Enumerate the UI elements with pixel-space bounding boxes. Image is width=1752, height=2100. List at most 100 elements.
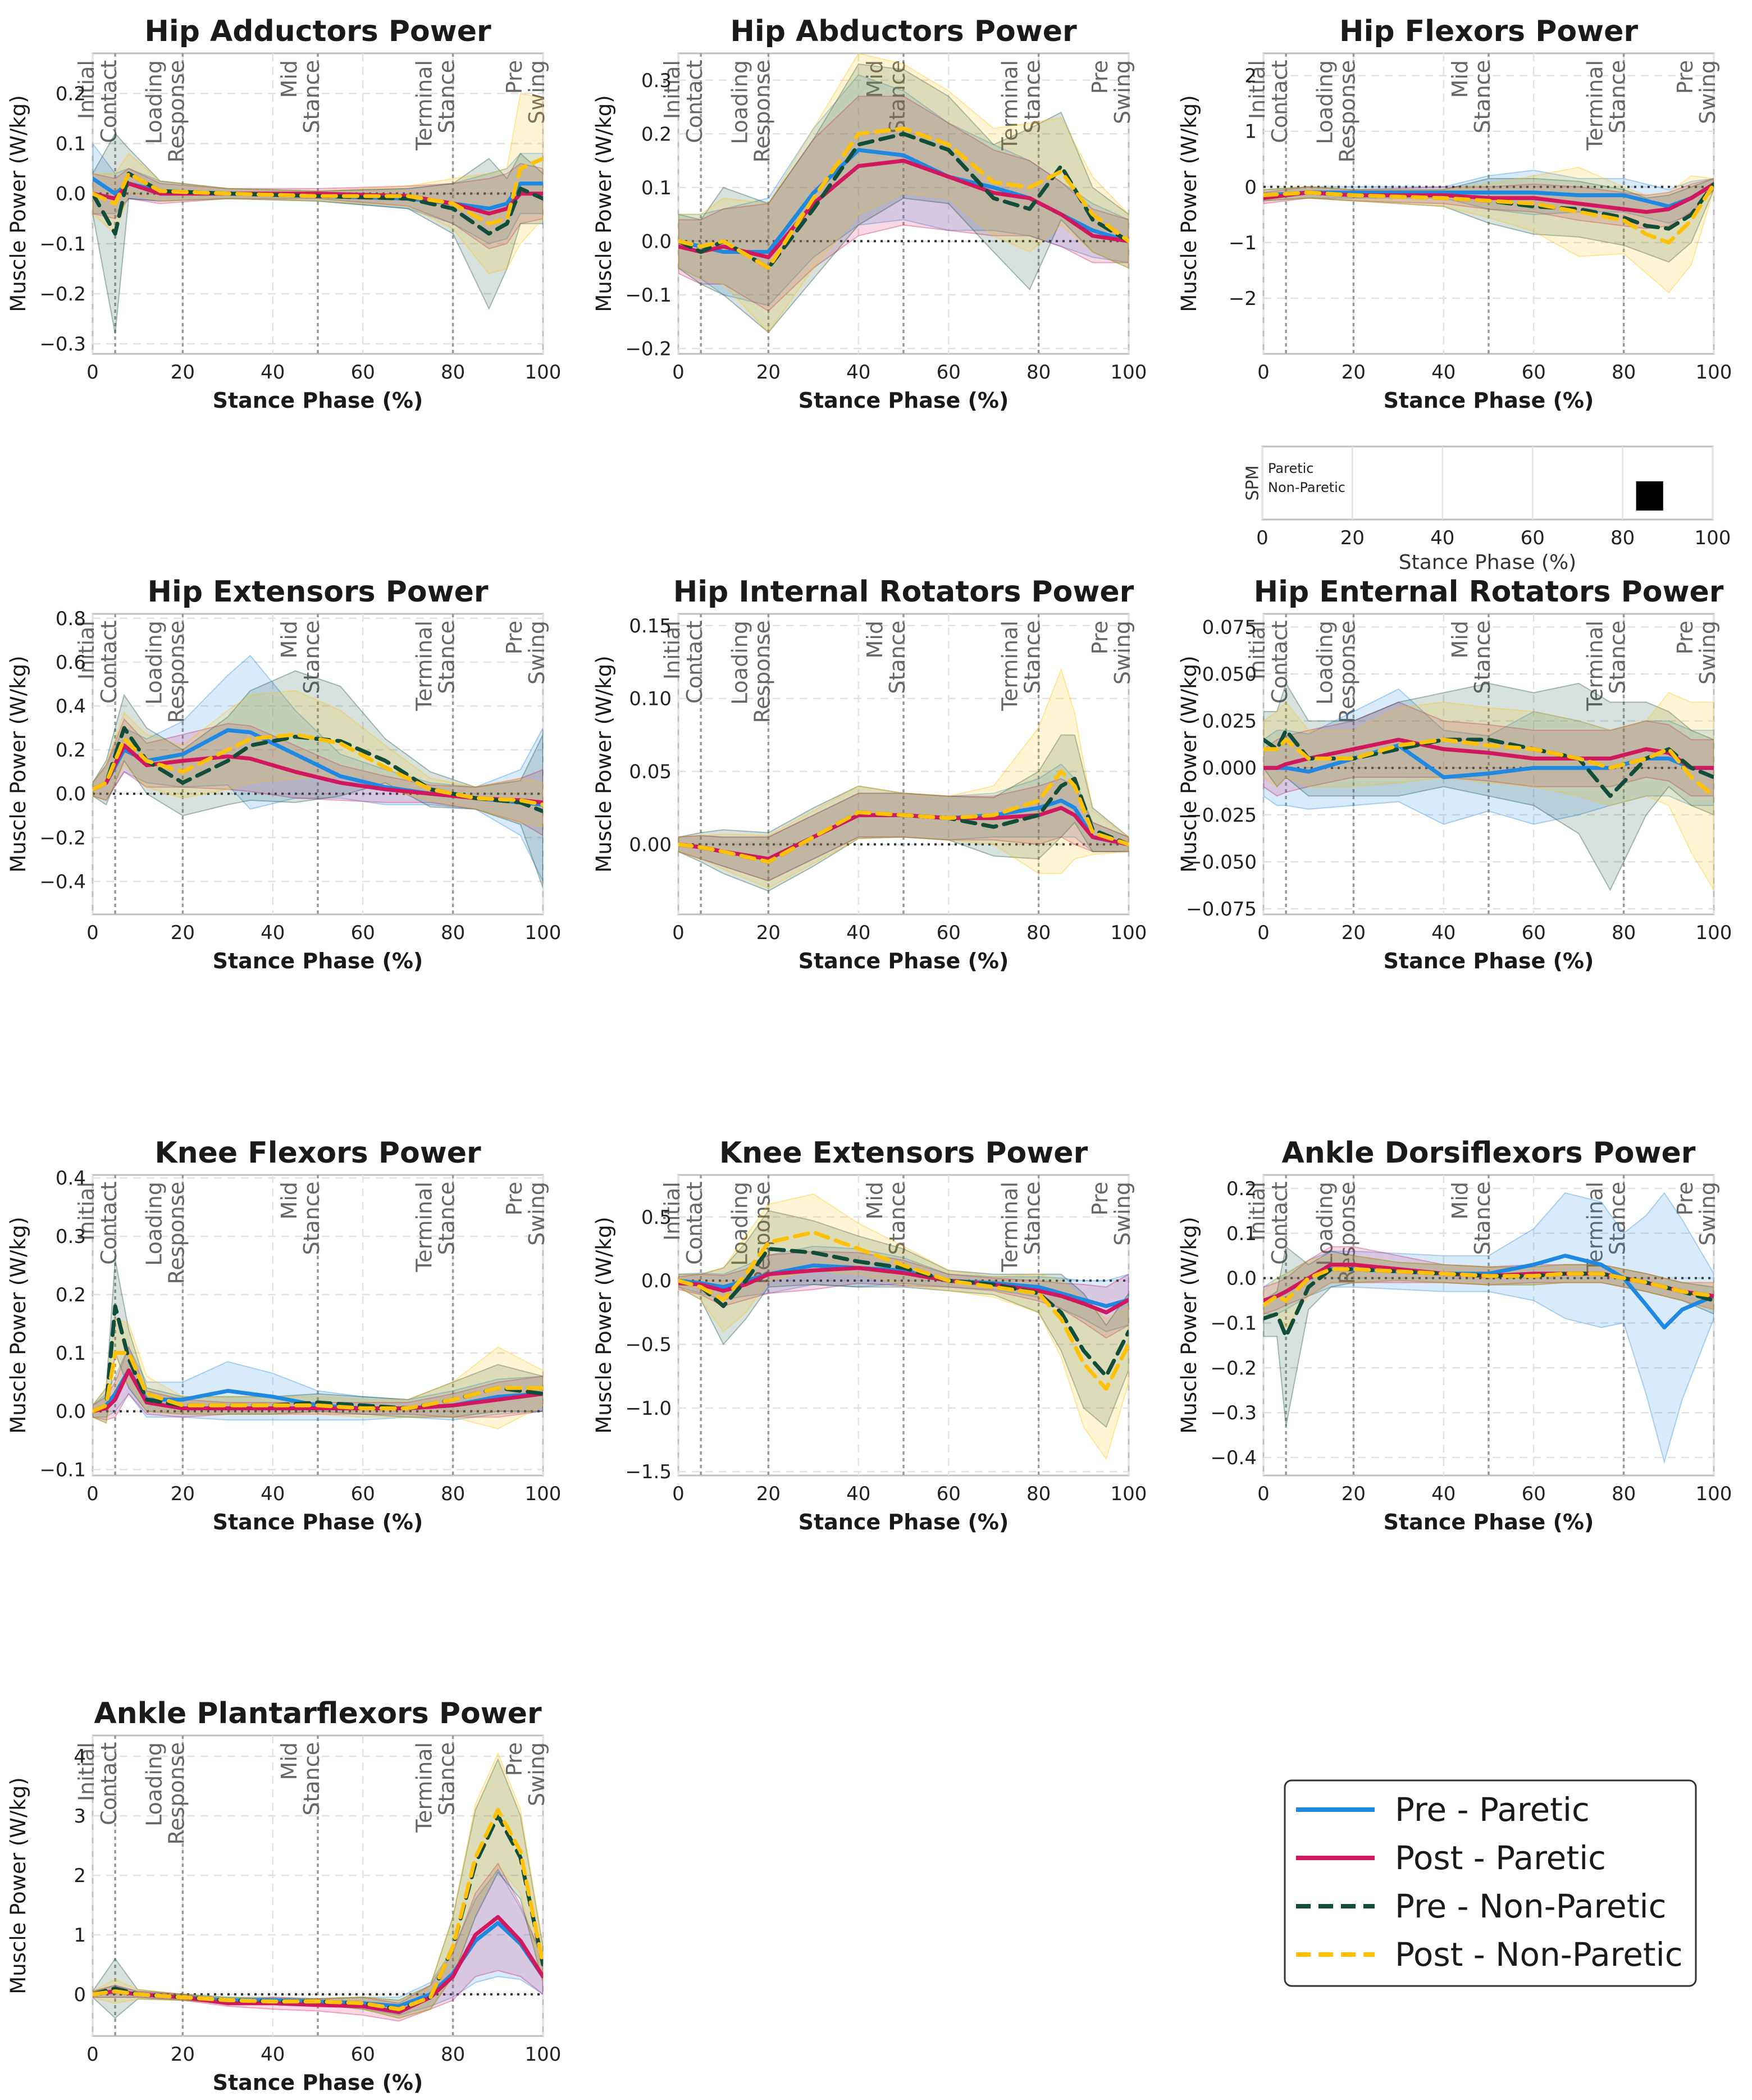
sd-band-pre-paretic	[93, 1346, 543, 1421]
series-layer	[1263, 167, 1714, 294]
phase-label-line: Swing	[524, 60, 549, 124]
series-layer	[93, 1752, 543, 2022]
panel-title: Hip Adductors Power	[144, 15, 491, 48]
phase-label: TerminalStance	[412, 1742, 459, 1833]
y-tick-label: −0.025	[1186, 804, 1257, 827]
phase-label-line: Initial	[660, 60, 685, 119]
phase-label-line: Pre	[502, 1182, 527, 1215]
sd-band-pre-non-paretic	[678, 63, 1129, 334]
x-tick-label: 80	[1612, 1483, 1636, 1505]
phase-label-line: Loading	[142, 621, 166, 705]
phase-label: TerminalStance	[1583, 621, 1630, 712]
y-tick-label: −0.4	[1210, 1447, 1257, 1469]
y-tick-label: 0.2	[56, 1284, 86, 1306]
phase-label-line: Stance	[299, 60, 324, 134]
phase-label: MidStance	[1448, 621, 1495, 694]
series-layer	[1263, 1192, 1714, 1464]
spm-x-tick-label: 0	[1256, 527, 1269, 549]
x-tick-label: 40	[261, 361, 285, 384]
phase-label-line: Stance	[1470, 60, 1495, 134]
phase-label: LoadingResponse	[727, 621, 774, 723]
sd-band-post-non-paretic	[93, 93, 543, 275]
x-tick-label: 40	[1431, 1483, 1456, 1505]
legend-label-pre-paretic: Pre - Paretic	[1395, 1791, 1590, 1829]
x-tick-label: 60	[1522, 1483, 1546, 1505]
x-axis-label: Stance Phase (%)	[799, 388, 1009, 413]
phase-label: PreSwing	[502, 621, 549, 685]
phase-label-line: Contact	[682, 621, 707, 704]
phase-label: LoadingResponse	[142, 621, 189, 723]
y-tick-label: 0.5	[641, 1206, 672, 1229]
x-tick-label: 60	[351, 922, 375, 944]
phase-label: LoadingResponse	[727, 1182, 774, 1284]
phase-label-line: Response	[164, 621, 189, 723]
x-tick-label: 20	[171, 361, 195, 384]
phase-label: LoadingResponse	[1312, 1182, 1359, 1284]
phase-label-line: Pre	[1088, 1182, 1112, 1215]
phase-label: MidStance	[277, 1742, 324, 1816]
spm-significance	[1636, 481, 1663, 511]
x-tick-label: 60	[937, 922, 961, 944]
phase-label-line: Terminal	[998, 621, 1023, 712]
phase-label-line: Pre	[1673, 60, 1698, 94]
phase-label: InitialContact	[1245, 1182, 1292, 1265]
phase-label-line: Initial	[74, 621, 99, 680]
phase-label: MidStance	[863, 60, 910, 134]
phase-label-line: Swing	[524, 1742, 549, 1806]
y-tick-label: 0.10	[629, 688, 672, 710]
y-tick-label: 0	[74, 1984, 86, 2006]
y-tick-label: 0.1	[56, 1342, 86, 1365]
y-axis-label: Muscle Power (W/kg)	[6, 1217, 30, 1433]
x-tick-label: 100	[525, 2043, 562, 2066]
x-axis-label: Stance Phase (%)	[1384, 1510, 1594, 1534]
phase-label-line: Loading	[1312, 621, 1337, 705]
panel-ankle-plantarflexors-power: InitialContact LoadingResponse MidStance Te…	[6, 1697, 561, 2095]
phase-label: LoadingResponse	[142, 60, 189, 163]
sd-band-pre-non-paretic	[1263, 1245, 1714, 1427]
phase-label: PreSwing	[1088, 621, 1135, 685]
phase-label-line: Contact	[97, 60, 121, 143]
panel-hip-adductors-power: InitialContact LoadingResponse MidStance Te…	[6, 15, 561, 413]
x-axis-label: Stance Phase (%)	[1384, 388, 1594, 413]
phase-label-line: Mid	[1448, 60, 1472, 98]
series-layer	[678, 53, 1129, 334]
phase-label: PreSwing	[1673, 621, 1720, 685]
x-tick-label: 80	[441, 1483, 465, 1505]
phase-label-line: Response	[1335, 621, 1359, 723]
spm-ylabel: SPM	[1243, 465, 1263, 500]
phase-label-line: Contact	[97, 621, 121, 704]
phase-label: TerminalStance	[1583, 60, 1630, 151]
panel-hip-enternal-rotators-power: InitialContact LoadingResponse MidStance Te…	[1177, 575, 1732, 973]
spm-x-tick-label: 20	[1340, 527, 1365, 549]
y-tick-label: 0.000	[1202, 757, 1257, 780]
y-tick-label: 1	[74, 1924, 86, 1947]
phase-label: MidStance	[1448, 60, 1495, 134]
phase-label-line: Stance	[435, 621, 459, 694]
y-tick-label: 0.0	[56, 783, 86, 805]
x-tick-label: 0	[86, 2043, 99, 2066]
x-tick-label: 0	[1257, 922, 1270, 944]
phase-label-line: Swing	[1695, 1182, 1720, 1246]
phase-label-line: Stance	[1020, 621, 1045, 694]
phase-label-line: Stance	[435, 1182, 459, 1255]
legend-label-pre-non-paretic: Pre - Non-Paretic	[1395, 1887, 1666, 1925]
phase-label-line: Mid	[277, 1182, 302, 1219]
sd-band-pre-non-paretic	[678, 1210, 1129, 1428]
x-tick-label: 20	[756, 361, 781, 384]
legend-label-post-paretic: Post - Paretic	[1395, 1839, 1606, 1877]
phase-label: InitialContact	[1245, 621, 1292, 704]
panel-hip-internal-rotators-power: InitialContact LoadingResponse MidStance Te…	[592, 575, 1147, 973]
phase-label-line: Loading	[142, 1182, 166, 1266]
phase-label: MidStance	[277, 1182, 324, 1255]
phase-label-line: Pre	[502, 621, 527, 654]
panels: InitialContact LoadingResponse MidStance Te…	[6, 15, 1732, 2095]
phase-label-line: Stance	[435, 60, 459, 134]
y-tick-label: −0.1	[39, 233, 86, 256]
phase-label: PreSwing	[1673, 1182, 1720, 1246]
x-tick-label: 20	[1342, 361, 1366, 384]
phase-label-line: Pre	[502, 1742, 527, 1776]
y-axis-label: Muscle Power (W/kg)	[1177, 1217, 1201, 1433]
x-tick-label: 40	[846, 922, 870, 944]
phase-label-line: Terminal	[998, 1182, 1023, 1273]
